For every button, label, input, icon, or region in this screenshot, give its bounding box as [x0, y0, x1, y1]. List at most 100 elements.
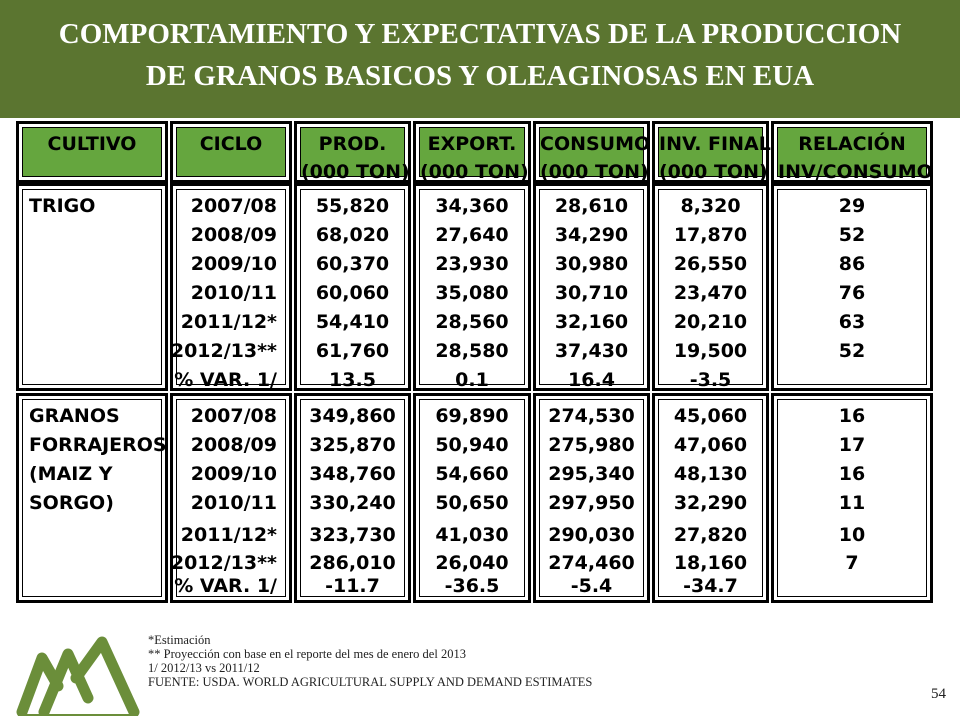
table-cell: 76 [838, 282, 866, 304]
table-cell: 23,930 [435, 253, 509, 275]
granos-consumo-column: 274,530 275,980 295,340 297,950 290,030 … [533, 393, 650, 603]
table-cell: 28,560 [435, 311, 509, 333]
page-title-line-1: COMPORTAMIENTO Y EXPECTATIVAS DE LA PROD… [58, 18, 902, 50]
table-cell: % VAR. 1/ [174, 369, 277, 391]
table-cell: 2008/09 [190, 434, 277, 456]
table-cell: 2011/12* [180, 524, 277, 546]
table-cell: 2010/11 [190, 492, 277, 514]
header-ciclo: CICLO [170, 121, 292, 183]
table-cell: 349,860 [309, 405, 396, 427]
table-cell: -36.5 [444, 575, 500, 597]
header-export-unit: (000 TON) [420, 161, 529, 183]
granos-ciclo-column: 2007/08 2008/09 2009/10 2010/11 2011/12*… [170, 393, 292, 603]
footnote-proyeccion: ** Proyección con base en el reporte del… [148, 647, 466, 661]
table-cell: 2011/12* [180, 311, 277, 333]
table-cell: 274,530 [548, 405, 635, 427]
table-cell: 13.5 [329, 369, 376, 391]
table-cell: 2007/08 [190, 405, 277, 427]
table-cell: % VAR. 1/ [174, 575, 277, 597]
footnote-fuente: FUENTE: USDA. WORLD AGRICULTURAL SUPPLY … [148, 675, 593, 689]
page-number: 54 [931, 686, 946, 702]
table-cell: 28,610 [554, 195, 629, 217]
trigo-crop-cell: TRIGO [16, 183, 168, 391]
table-cell: 34,290 [554, 224, 629, 246]
table-cell: -11.7 [325, 575, 380, 597]
table-cell: 27,640 [435, 224, 509, 246]
mountains-logo-icon [16, 636, 140, 716]
table-cell [778, 572, 926, 601]
title-bar: COMPORTAMIENTO Y EXPECTATIVAS DE LA PROD… [0, 0, 960, 118]
trigo-inv-column: 8,320 17,870 26,550 23,470 20,210 19,500… [652, 183, 769, 391]
header-consumo-label: CONSUMO [540, 133, 651, 155]
table-cell: 18,160 [673, 552, 748, 574]
table-cell: 330,240 [309, 492, 396, 514]
crop-name: FORRAJEROS [29, 434, 167, 456]
table-cell: 52 [838, 224, 866, 246]
table-cell: 17 [838, 434, 866, 456]
table-cell: 50,940 [435, 434, 509, 456]
table-cell: 29 [838, 195, 866, 217]
table-cell: 23,470 [673, 282, 748, 304]
granos-crop-cell: GRANOS FORRAJEROS (MAIZ Y SORGO) [16, 393, 168, 603]
table-cell: 17,870 [673, 224, 748, 246]
table-cell: 35,080 [435, 282, 509, 304]
table-cell: 2007/08 [190, 195, 277, 217]
header-consumo: CONSUMO (000 TON) [533, 121, 650, 183]
table-cell: 16 [838, 463, 866, 485]
table-cell: 2009/10 [190, 253, 277, 275]
crop-name: SORGO) [29, 492, 114, 514]
table-cell: 10 [838, 524, 866, 546]
trigo-ciclo-column: 2007/08 2008/09 2009/10 2010/11 2011/12*… [170, 183, 292, 391]
table-cell: 20,210 [673, 311, 748, 333]
table-cell [778, 366, 926, 395]
header-relacion-unit: INV/CONSUMO [778, 161, 933, 183]
table-cell: 27,820 [673, 524, 748, 546]
table-cell: 30,980 [554, 253, 629, 275]
granos-export-column: 69,890 50,940 54,660 50,650 41,030 26,04… [413, 393, 531, 603]
table-cell: 28,580 [435, 340, 509, 362]
table-cell: 16 [838, 405, 866, 427]
header-prod-unit: (000 TON) [301, 161, 410, 183]
crop-name: TRIGO [29, 195, 96, 217]
table-cell: 2012/13** [170, 340, 277, 362]
table-cell: 0.1 [455, 369, 489, 391]
crop-name: (MAIZ Y [29, 463, 113, 485]
footnote-estimacion: *Estimación [148, 633, 211, 647]
trigo-export-column: 34,360 27,640 23,930 35,080 28,560 28,58… [413, 183, 531, 391]
table-cell: 61,760 [315, 340, 390, 362]
table-cell: 69,890 [435, 405, 509, 427]
table-cell: 290,030 [548, 524, 635, 546]
table-cell: 54,660 [435, 463, 509, 485]
table-cell: 32,160 [554, 311, 629, 333]
table-cell: 297,950 [548, 492, 635, 514]
trigo-consumo-column: 28,610 34,290 30,980 30,710 32,160 37,43… [533, 183, 650, 391]
header-inv-unit: (000 TON) [659, 161, 768, 183]
table-cell: 11 [838, 492, 866, 514]
table-cell: -34.7 [683, 575, 738, 597]
table-cell: 2009/10 [190, 463, 277, 485]
header-prod: PROD. (000 TON) [294, 121, 411, 183]
footnotes: *Estimación ** Proyección con base en el… [148, 633, 592, 689]
header-relacion: RELACIÓN INV/CONSUMO [771, 121, 933, 183]
table-cell: 274,460 [548, 552, 635, 574]
header-ciclo-label: CICLO [199, 133, 263, 155]
header-inv: INV. FINAL (000 TON) [652, 121, 771, 183]
header-prod-label: PROD. [318, 133, 387, 155]
table-cell: -3.5 [689, 369, 732, 391]
table-cell: 45,060 [673, 405, 748, 427]
granos-inv-column: 45,060 47,060 48,130 32,290 27,820 18,16… [652, 393, 769, 603]
table-cell: 26,550 [673, 253, 748, 275]
footnote-variacion: 1/ 2012/13 vs 2011/12 [148, 661, 260, 675]
header-relacion-label: RELACIÓN [798, 133, 906, 155]
table-cell: 50,650 [435, 492, 509, 514]
header-inv-label: INV. FINAL [659, 133, 771, 155]
table-cell: 34,360 [435, 195, 509, 217]
table-cell: 2012/13** [170, 552, 277, 574]
table-cell: 348,760 [309, 463, 396, 485]
table-cell: 286,010 [309, 552, 396, 574]
table-cell: 60,370 [315, 253, 390, 275]
table-cell: 60,060 [315, 282, 390, 304]
granos-prod-column: 349,860 325,870 348,760 330,240 323,730 … [294, 393, 411, 603]
trigo-relacion-column: 29 52 86 76 63 52 [771, 183, 933, 391]
table-cell: 26,040 [435, 552, 509, 574]
